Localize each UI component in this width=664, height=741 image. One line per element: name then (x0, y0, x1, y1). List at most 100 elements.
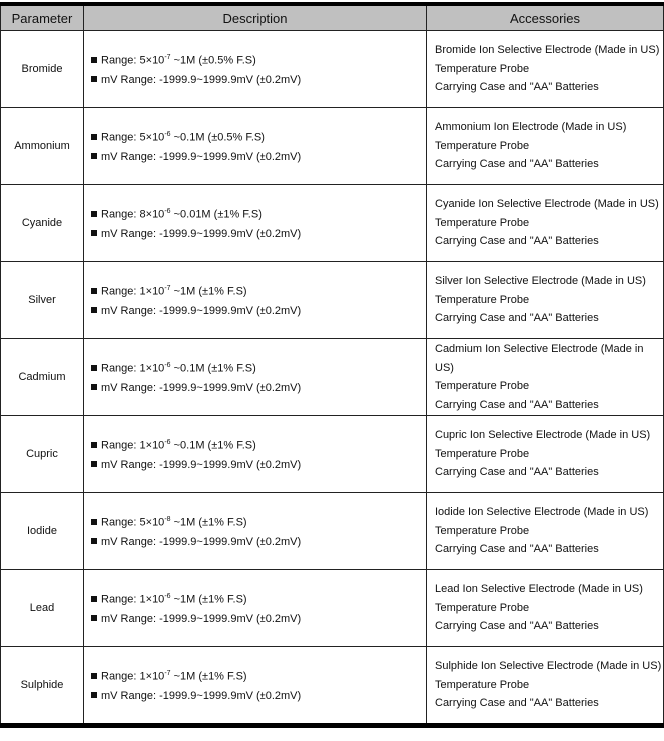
description-cell: Range: 1×10-6 ~1M (±1% F.S) mV Range: -1… (83, 569, 427, 647)
range-text: Range: 5×10 (101, 516, 165, 529)
bullet-icon (91, 56, 97, 63)
bullet-icon (91, 460, 97, 467)
range-exponent: -6 (164, 439, 171, 447)
range-line: Range: 1×10-6 ~0.1M (±1% F.S) (91, 433, 426, 456)
accessory-electrode: Ammonium Ion Electrode (Made in US) (435, 121, 627, 134)
bullet-icon (91, 287, 97, 294)
range-suffix: ~0.1M (±1% F.S) (170, 439, 256, 452)
range-line: Range: 8×10-6 ~0.01M (±1% F.S) (91, 202, 426, 225)
range-suffix: ~1M (±1% F.S) (170, 593, 247, 606)
table-row: Cupric Range: 1×10-6 ~0.1M (±1% F.S) mV … (0, 415, 664, 493)
bullet-icon (91, 672, 97, 679)
accessory-electrode: Cyanide Ion Selective Electrode (Made in… (435, 198, 659, 211)
range-text: Range: 1×10 (101, 439, 165, 452)
range-suffix: ~0.01M (±1% F.S) (170, 208, 262, 221)
accessory-case: Carrying Case and "AA" Batteries (435, 466, 599, 479)
description-cell: Range: 1×10-7 ~1M (±1% F.S) mV Range: -1… (83, 261, 427, 339)
parameter-cell: Cyanide (0, 184, 84, 262)
range-text: Range: 1×10 (101, 285, 165, 298)
parameter-cell: Silver (0, 261, 84, 339)
accessory-probe: Temperature Probe (435, 447, 530, 460)
accessories-cell: Cyanide Ion Selective Electrode (Made in… (426, 184, 664, 262)
bullet-icon (91, 133, 97, 140)
mv-range-line: mV Range: -1999.9~1999.9mV (±0.2mV) (91, 379, 426, 398)
range-exponent: -7 (164, 54, 171, 62)
mv-range-text: mV Range: -1999.9~1999.9mV (±0.2mV) (101, 73, 302, 86)
mv-range-text: mV Range: -1999.9~1999.9mV (±0.2mV) (101, 304, 302, 317)
parameter-cell: Cadmium (0, 338, 84, 416)
table-row: Sulphide Range: 1×10-7 ~1M (±1% F.S) mV … (0, 646, 664, 726)
description-cell: Range: 1×10-6 ~0.1M (±1% F.S) mV Range: … (83, 338, 427, 416)
range-exponent: -6 (164, 362, 171, 370)
range-text: Range: 5×10 (101, 131, 165, 144)
parameter-cell: Ammonium (0, 107, 84, 185)
bullet-icon (91, 537, 97, 544)
accessory-electrode: Lead Ion Selective Electrode (Made in US… (435, 583, 643, 596)
accessory-electrode: Cadmium Ion Selective Electrode (Made in… (435, 343, 644, 374)
range-line: Range: 5×10-8 ~1M (±1% F.S) (91, 510, 426, 533)
accessory-probe: Temperature Probe (435, 216, 530, 229)
header-accessories: Accessories (426, 3, 664, 31)
bullet-icon (91, 518, 97, 525)
bullet-icon (91, 441, 97, 448)
accessory-case: Carrying Case and "AA" Batteries (435, 158, 599, 171)
description-cell: Range: 1×10-7 ~1M (±1% F.S) mV Range: -1… (83, 646, 427, 726)
description-cell: Range: 5×10-8 ~1M (±1% F.S) mV Range: -1… (83, 492, 427, 570)
range-exponent: -7 (164, 285, 171, 293)
mv-range-line: mV Range: -1999.9~1999.9mV (±0.2mV) (91, 687, 426, 706)
accessory-probe: Temperature Probe (435, 524, 530, 537)
parameter-cell: Lead (0, 569, 84, 647)
accessories-cell: Cupric Ion Selective Electrode (Made in … (426, 415, 664, 493)
parameter-cell: Bromide (0, 30, 84, 108)
mv-range-line: mV Range: -1999.9~1999.9mV (±0.2mV) (91, 533, 426, 552)
accessories-cell: Cadmium Ion Selective Electrode (Made in… (426, 338, 664, 416)
table-row: Ammonium Range: 5×10-6 ~0.1M (±0.5% F.S)… (0, 107, 664, 185)
bullet-icon (91, 210, 97, 217)
range-suffix: ~0.1M (±0.5% F.S) (170, 131, 265, 144)
accessory-electrode: Bromide Ion Selective Electrode (Made in… (435, 44, 660, 57)
accessory-electrode: Silver Ion Selective Electrode (Made in … (435, 275, 646, 288)
bullet-icon (91, 691, 97, 698)
accessory-probe: Temperature Probe (435, 139, 530, 152)
mv-range-line: mV Range: -1999.9~1999.9mV (±0.2mV) (91, 225, 426, 244)
spec-table: Parameter Description Accessories Bromid… (0, 2, 664, 728)
accessory-case: Carrying Case and "AA" Batteries (435, 620, 599, 633)
header-description: Description (83, 3, 427, 31)
accessory-case: Carrying Case and "AA" Batteries (435, 312, 599, 325)
range-text: Range: 5×10 (101, 54, 165, 67)
bullet-icon (91, 595, 97, 602)
accessory-electrode: Cupric Ion Selective Electrode (Made in … (435, 429, 651, 442)
table-row: Cadmium Range: 1×10-6 ~0.1M (±1% F.S) mV… (0, 338, 664, 416)
parameter-cell: Iodide (0, 492, 84, 570)
bullet-icon (91, 229, 97, 236)
accessories-cell: Bromide Ion Selective Electrode (Made in… (426, 30, 664, 108)
range-exponent: -7 (164, 670, 171, 678)
table-row: Silver Range: 1×10-7 ~1M (±1% F.S) mV Ra… (0, 261, 664, 339)
range-line: Range: 1×10-6 ~1M (±1% F.S) (91, 587, 426, 610)
accessories-cell: Iodide Ion Selective Electrode (Made in … (426, 492, 664, 570)
range-exponent: -6 (164, 208, 171, 216)
accessory-probe: Temperature Probe (435, 601, 530, 614)
parameter-cell: Cupric (0, 415, 84, 493)
accessory-electrode: Iodide Ion Selective Electrode (Made in … (435, 506, 649, 519)
bullet-icon (91, 152, 97, 159)
bullet-icon (91, 75, 97, 82)
parameter-cell: Sulphide (0, 646, 84, 726)
mv-range-line: mV Range: -1999.9~1999.9mV (±0.2mV) (91, 302, 426, 321)
bullet-icon (91, 614, 97, 621)
mv-range-text: mV Range: -1999.9~1999.9mV (±0.2mV) (101, 381, 302, 394)
range-line: Range: 5×10-7 ~1M (±0.5% F.S) (91, 48, 426, 71)
range-text: Range: 1×10 (101, 593, 165, 606)
range-suffix: ~0.1M (±1% F.S) (170, 362, 256, 375)
range-line: Range: 1×10-6 ~0.1M (±1% F.S) (91, 356, 426, 379)
mv-range-text: mV Range: -1999.9~1999.9mV (±0.2mV) (101, 150, 302, 163)
mv-range-line: mV Range: -1999.9~1999.9mV (±0.2mV) (91, 148, 426, 167)
mv-range-text: mV Range: -1999.9~1999.9mV (±0.2mV) (101, 535, 302, 548)
accessories-cell: Ammonium Ion Electrode (Made in US) Temp… (426, 107, 664, 185)
accessories-cell: Lead Ion Selective Electrode (Made in US… (426, 569, 664, 647)
range-text: Range: 8×10 (101, 208, 165, 221)
range-line: Range: 5×10-6 ~0.1M (±0.5% F.S) (91, 125, 426, 148)
table-row: Cyanide Range: 8×10-6 ~0.01M (±1% F.S) m… (0, 184, 664, 262)
accessory-case: Carrying Case and "AA" Batteries (435, 543, 599, 556)
mv-range-line: mV Range: -1999.9~1999.9mV (±0.2mV) (91, 71, 426, 90)
